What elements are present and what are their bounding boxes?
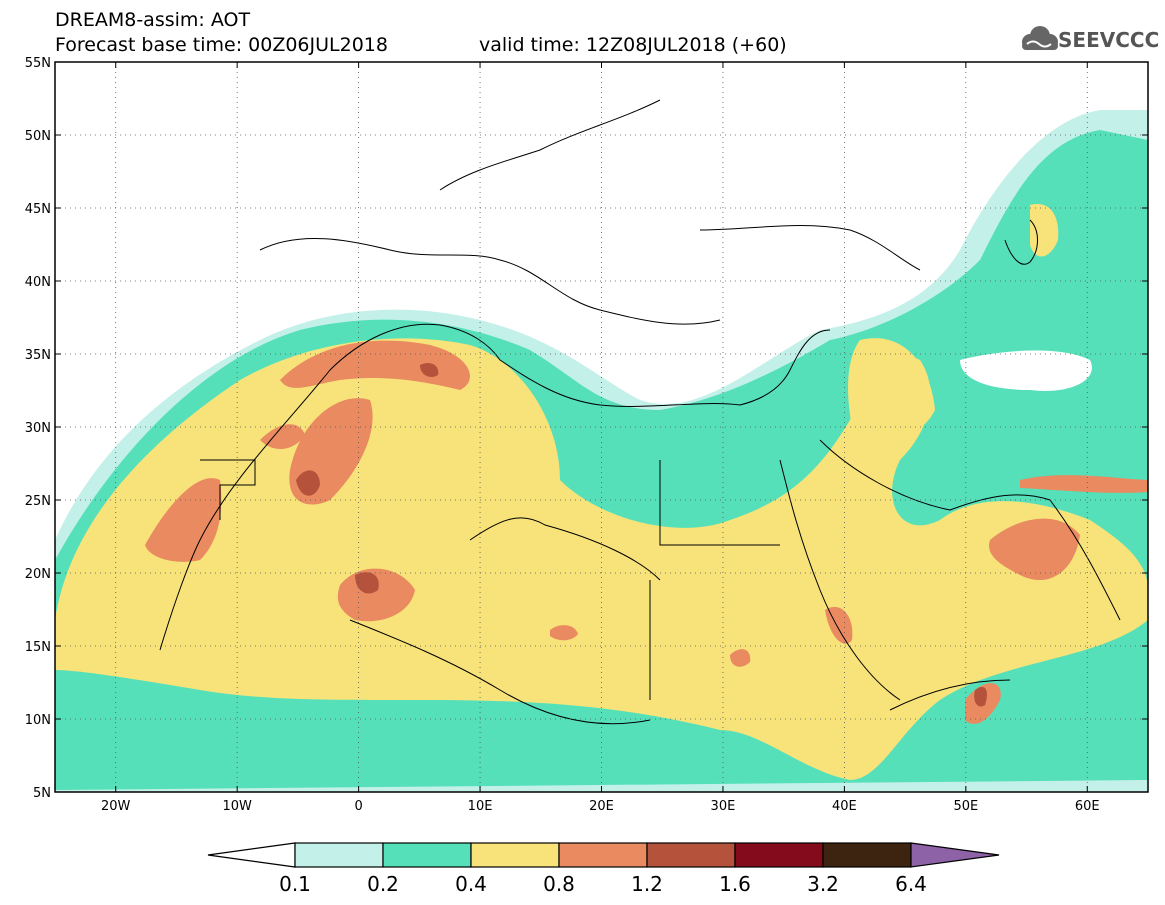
colorbar-label: 0.1 bbox=[279, 872, 311, 896]
colorbar-label: 6.4 bbox=[895, 872, 927, 896]
colorbar-low-arrow bbox=[207, 842, 296, 868]
lat-tick-label: 25N bbox=[25, 494, 51, 509]
colorbar bbox=[207, 842, 1000, 868]
lat-tick-label: 20N bbox=[25, 567, 51, 582]
colorbar-label: 0.2 bbox=[367, 872, 399, 896]
colorbar-segment bbox=[822, 842, 912, 868]
lat-tick-label: 30N bbox=[25, 421, 51, 436]
colorbar-segment bbox=[646, 842, 736, 868]
lon-tick-label: 20W bbox=[101, 799, 131, 814]
lat-tick-label: 35N bbox=[25, 348, 51, 363]
colorbar-label: 0.4 bbox=[455, 872, 487, 896]
lon-tick-label: 10W bbox=[222, 799, 252, 814]
lon-tick-label: 0 bbox=[354, 799, 362, 814]
aot-field bbox=[55, 110, 1148, 792]
colorbar-segment bbox=[470, 842, 560, 868]
lon-tick-label: 30E bbox=[711, 799, 736, 814]
lat-tick-label: 50N bbox=[25, 129, 51, 144]
colorbar-label: 1.6 bbox=[719, 872, 751, 896]
coastlines bbox=[159, 99, 1121, 725]
lon-tick-label: 20E bbox=[589, 799, 614, 814]
lat-tick-label: 40N bbox=[25, 275, 51, 290]
valid-time: valid time: 12Z08JUL2018 (+60) bbox=[479, 34, 787, 56]
colorbar-label: 0.8 bbox=[543, 872, 575, 896]
forecast-base-time: Forecast base time: 00Z06JUL2018 bbox=[55, 34, 388, 56]
lat-tick-label: 55N bbox=[25, 56, 51, 71]
colorbar-segment bbox=[558, 842, 648, 868]
lon-tick-label: 60E bbox=[1075, 799, 1100, 814]
logo-text: SEEVCCC bbox=[1058, 28, 1160, 52]
lat-tick-label: 10N bbox=[25, 713, 51, 728]
lon-tick-label: 40E bbox=[832, 799, 857, 814]
map-title: DREAM8-assim: AOT bbox=[55, 9, 251, 31]
lon-tick-label: 10E bbox=[468, 799, 493, 814]
colorbar-segment bbox=[294, 842, 384, 868]
cloud-logo-icon bbox=[1022, 26, 1058, 50]
lat-lon-grid bbox=[55, 62, 1148, 792]
colorbar-segment bbox=[382, 842, 472, 868]
colorbar-label: 3.2 bbox=[807, 872, 839, 896]
colorbar-high-arrow bbox=[910, 842, 1000, 868]
lat-tick-label: 15N bbox=[25, 640, 51, 655]
lon-tick-label: 50E bbox=[953, 799, 978, 814]
colorbar-segment bbox=[734, 842, 824, 868]
lat-tick-label: 45N bbox=[25, 202, 51, 217]
colorbar-label: 1.2 bbox=[631, 872, 663, 896]
lat-tick-label: 5N bbox=[33, 786, 51, 801]
